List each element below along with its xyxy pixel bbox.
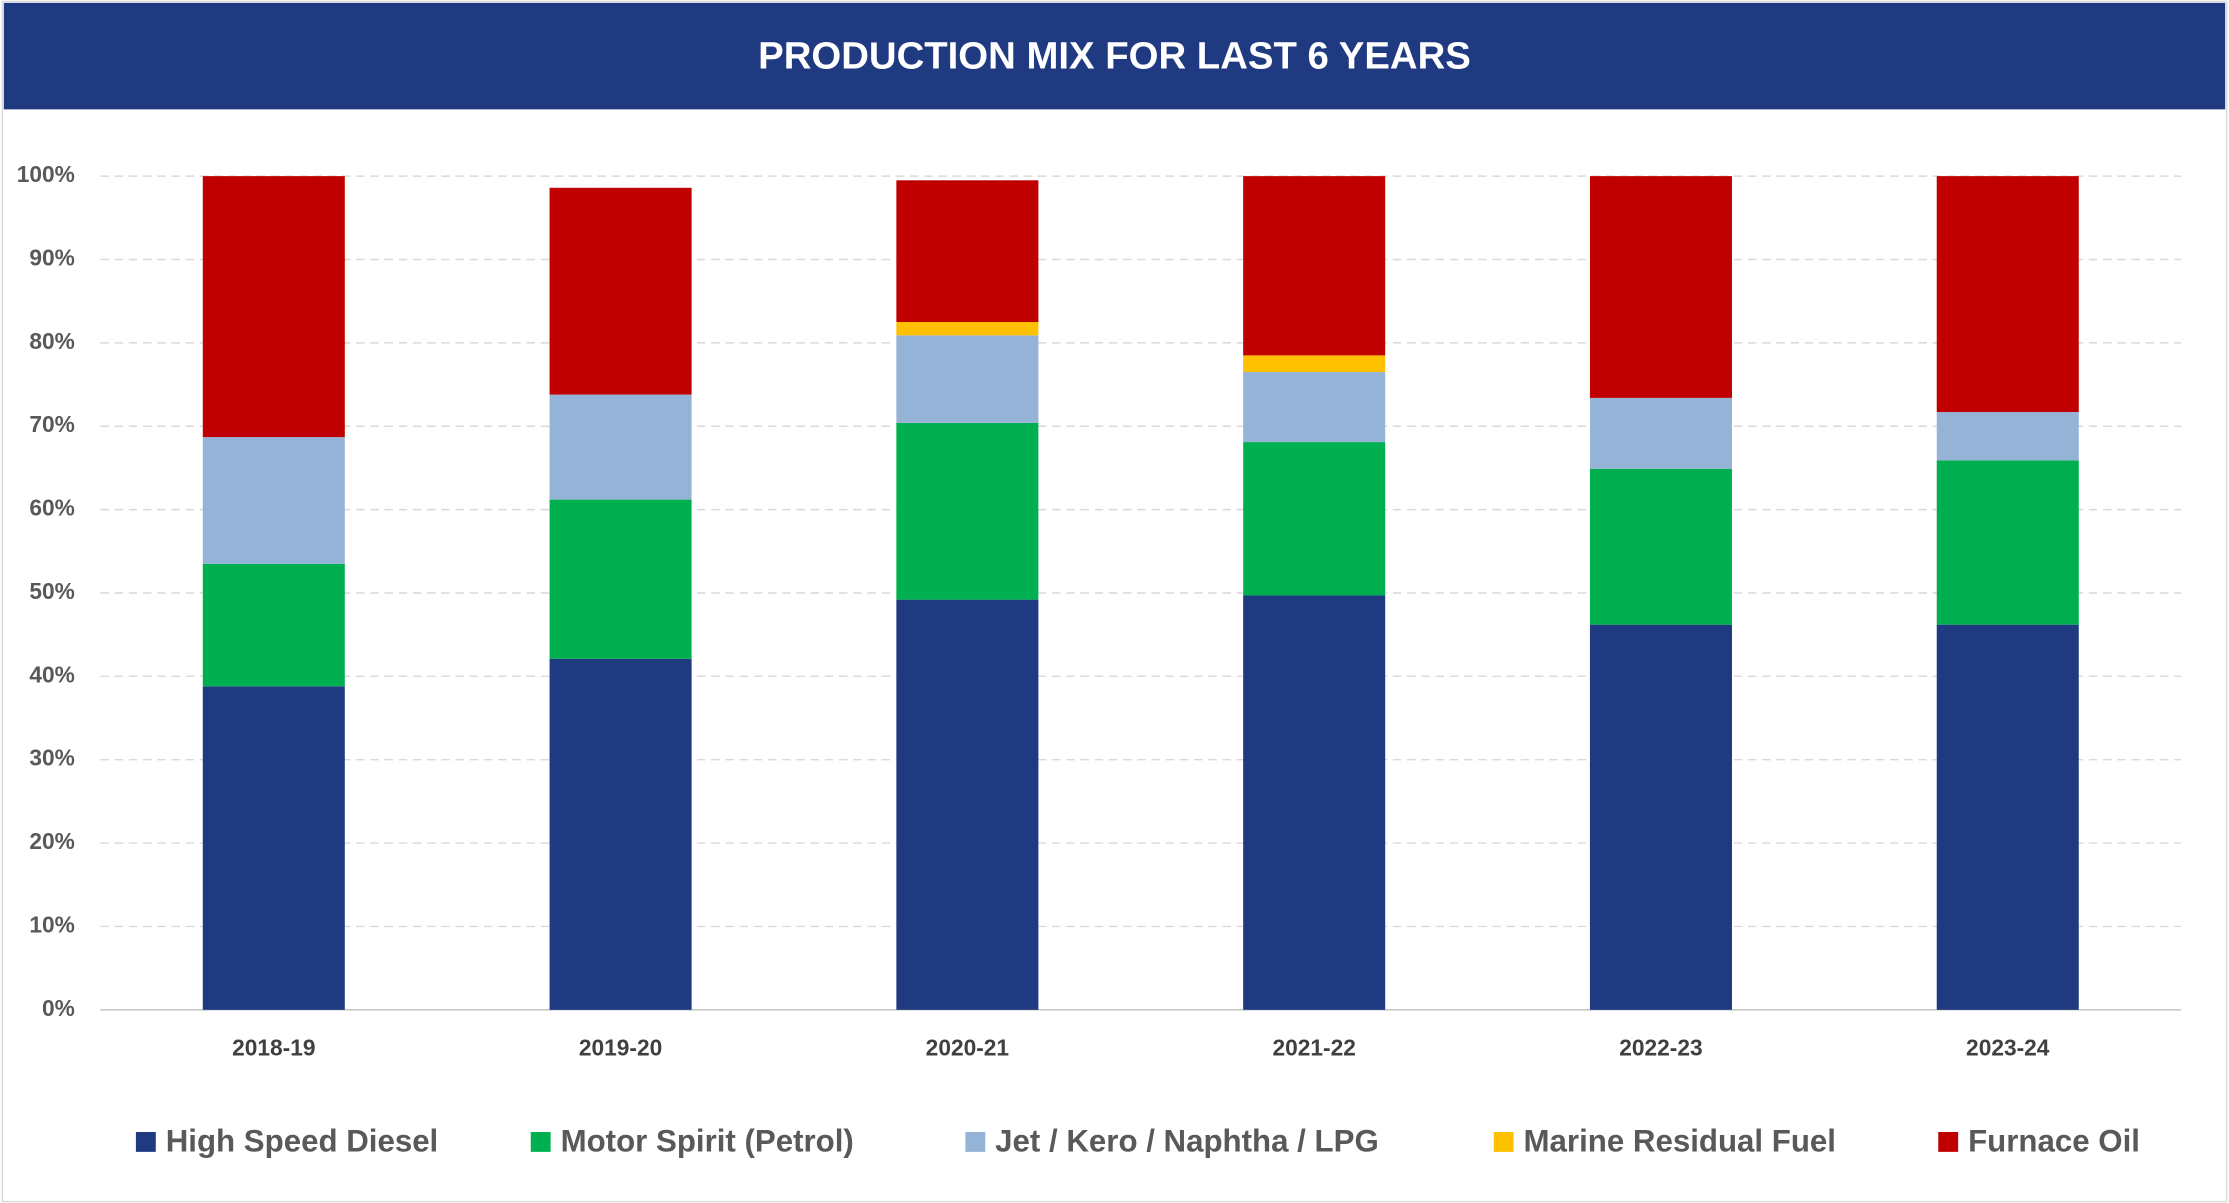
legend-swatch: [965, 1131, 986, 1152]
legend-swatch: [530, 1131, 551, 1152]
legend-label: Furnace Oil: [1968, 1124, 2140, 1159]
bar-segment: [896, 180, 1039, 323]
x-tick-label: 2021-22: [1272, 1035, 1355, 1061]
y-tick-label: 40%: [29, 661, 74, 687]
bar-segment: [1243, 355, 1386, 373]
legend-swatch: [1493, 1131, 1514, 1152]
legend-label: Marine Residual Fuel: [1524, 1124, 1836, 1159]
bar-segment: [1243, 372, 1386, 443]
bar-segment: [202, 176, 345, 438]
x-tick-label: 2018-19: [232, 1035, 315, 1061]
bar-segment: [896, 335, 1039, 423]
chart-title: PRODUCTION MIX FOR LAST 6 YEARS: [758, 34, 1471, 77]
bar-segment: [896, 322, 1039, 336]
y-tick-label: 20%: [29, 828, 74, 854]
bar-segment: [1936, 412, 2079, 461]
y-tick-label: 0%: [42, 995, 75, 1021]
legend-label: Motor Spirit (Petrol): [561, 1124, 854, 1159]
bar-segment: [549, 499, 692, 659]
bar-segment: [1589, 468, 1732, 625]
y-tick-label: 100%: [17, 161, 75, 187]
y-tick-label: 60%: [29, 495, 74, 521]
y-tick-label: 70%: [29, 411, 74, 437]
legend-swatch: [135, 1131, 156, 1152]
y-tick-label: 30%: [29, 745, 74, 771]
bar-segment: [549, 394, 692, 500]
y-tick-label: 80%: [29, 328, 74, 354]
bar-segment: [202, 563, 345, 687]
bar-segment: [1589, 624, 1732, 1010]
y-tick-label: 10%: [29, 911, 74, 937]
legend-swatch: [1938, 1131, 1959, 1152]
y-tick-label: 50%: [29, 578, 74, 604]
bar-segment: [896, 599, 1039, 1010]
x-tick-label: 2019-20: [579, 1035, 662, 1061]
x-tick-label: 2023-24: [1966, 1035, 2050, 1061]
bar-segment: [202, 686, 345, 1010]
x-tick-label: 2022-23: [1619, 1035, 1702, 1061]
bar-segment: [1243, 595, 1386, 1010]
bar-segment: [549, 658, 692, 1010]
y-tick-label: 90%: [29, 244, 74, 270]
legend-label: Jet / Kero / Naphtha / LPG: [995, 1124, 1379, 1159]
bar-segment: [1936, 624, 2079, 1010]
bar-segment: [1243, 442, 1386, 596]
bar-segment: [1936, 460, 2079, 625]
x-tick-label: 2020-21: [926, 1035, 1009, 1061]
bar-segment: [549, 187, 692, 395]
bar-segment: [1936, 176, 2079, 413]
bar-segment: [1243, 176, 1386, 356]
bar-segment: [1589, 176, 1732, 398]
bar-segment: [896, 422, 1039, 600]
title-banner: [3, 2, 2226, 110]
legend-label: High Speed Diesel: [166, 1124, 439, 1159]
bar-segment: [1589, 397, 1732, 469]
bar-segment: [202, 437, 345, 564]
